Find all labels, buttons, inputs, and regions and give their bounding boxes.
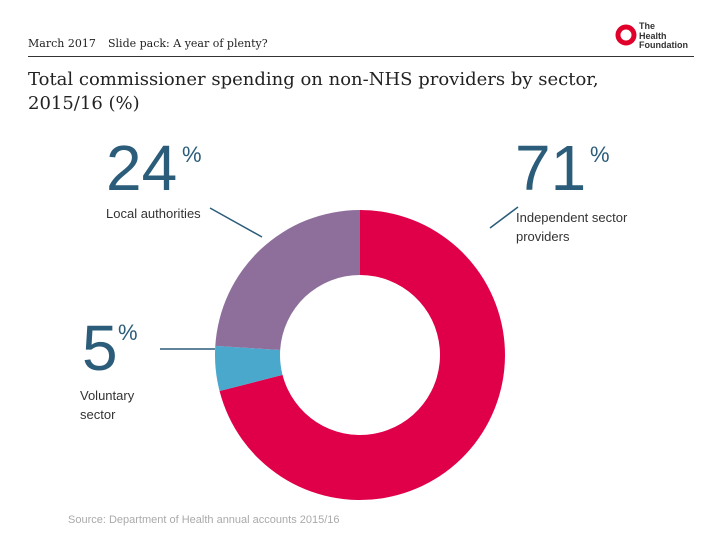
logo-line-3: Foundation — [639, 40, 688, 50]
leader-line-1 — [489, 206, 519, 229]
donut-slice-local-authorities — [215, 210, 360, 350]
slice-category-label: sector — [80, 407, 116, 422]
slice-category-label: providers — [516, 229, 570, 244]
slice-percent-sign: % — [590, 142, 610, 167]
donut-slice-voluntary-sector — [214, 345, 283, 392]
logo-line-2: Health — [639, 30, 667, 41]
header-slide-pack: Slide pack: A year of plenty? — [108, 37, 268, 50]
header-date: March 2017 — [28, 37, 96, 50]
donut-slice-independent-sector-providers — [219, 210, 506, 501]
slice-percent-sign: % — [118, 320, 138, 345]
logo-line-1: The — [639, 21, 656, 31]
chart-source: Source: Department of Health annual acco… — [68, 514, 340, 526]
leader-line-3 — [209, 207, 263, 238]
slice-category-label: Voluntary — [80, 388, 135, 403]
slice-category-label: Local authorities — [106, 206, 201, 221]
logo-ring-icon — [615, 24, 637, 46]
logo-text: The Health Foundation — [639, 21, 688, 51]
slice-percent-sign: % — [182, 142, 202, 167]
slice-value-label: 24 — [106, 132, 177, 204]
slice-category-label: Independent sector — [516, 210, 628, 225]
slice-value-label: 71 — [515, 132, 586, 204]
chart-title: Total commissioner spending on non-NHS p… — [28, 69, 599, 114]
health-foundation-logo: The Health Foundation — [615, 21, 695, 52]
slice-value-label: 5 — [82, 312, 118, 384]
header-divider — [28, 56, 694, 57]
